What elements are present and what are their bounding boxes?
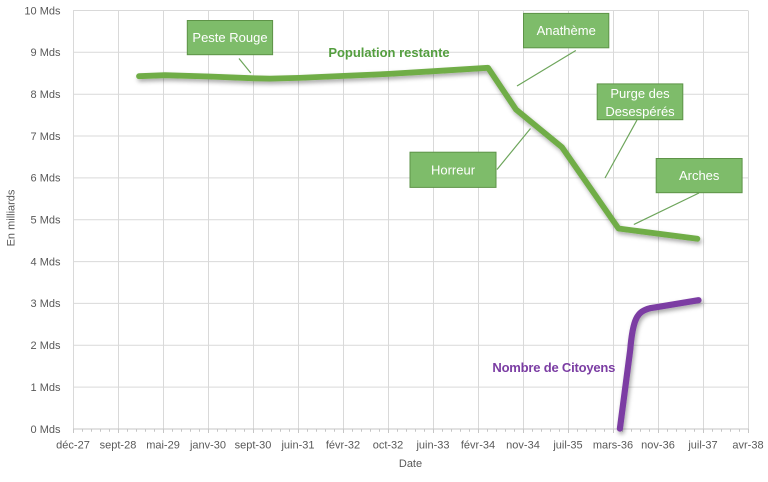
svg-text:Population restante: Population restante [328,45,449,60]
svg-text:10 Mds: 10 Mds [24,5,61,17]
svg-text:Anathème: Anathème [537,23,596,38]
svg-text:avr-38: avr-38 [732,440,763,452]
svg-text:Purge des: Purge des [610,86,670,101]
svg-text:Horreur: Horreur [431,163,476,178]
svg-text:sept-28: sept-28 [100,440,137,452]
svg-text:0 Mds: 0 Mds [31,424,61,436]
svg-text:juin-33: juin-33 [415,440,449,452]
svg-text:nov-34: nov-34 [506,440,540,452]
svg-text:Date: Date [399,458,422,470]
svg-text:2 Mds: 2 Mds [31,340,61,352]
svg-text:1 Mds: 1 Mds [31,382,61,394]
svg-text:déc-27: déc-27 [56,440,90,452]
svg-text:Desespérés: Desespérés [605,104,675,119]
svg-text:sept-30: sept-30 [235,440,272,452]
svg-text:mai-29: mai-29 [146,440,180,452]
svg-text:8 Mds: 8 Mds [31,89,61,101]
svg-text:janv-30: janv-30 [189,440,226,452]
svg-text:juil-35: juil-35 [552,440,582,452]
svg-text:3 Mds: 3 Mds [31,298,61,310]
svg-text:En milliards: En milliards [6,189,18,246]
svg-text:juin-31: juin-31 [280,440,314,452]
svg-text:févr-32: févr-32 [326,440,360,452]
svg-text:févr-34: févr-34 [461,440,495,452]
svg-text:oct-32: oct-32 [373,440,404,452]
svg-text:Arches: Arches [679,168,720,183]
svg-text:Peste Rouge: Peste Rouge [192,30,267,45]
svg-text:6 Mds: 6 Mds [31,173,61,185]
svg-text:nov-36: nov-36 [641,440,675,452]
svg-text:mars-36: mars-36 [593,440,633,452]
svg-text:juil-37: juil-37 [687,440,717,452]
svg-text:5 Mds: 5 Mds [31,215,61,227]
svg-text:7 Mds: 7 Mds [31,131,61,143]
svg-text:9 Mds: 9 Mds [31,47,61,59]
svg-text:4 Mds: 4 Mds [31,256,61,268]
svg-text:Nombre de Citoyens: Nombre de Citoyens [492,360,615,375]
